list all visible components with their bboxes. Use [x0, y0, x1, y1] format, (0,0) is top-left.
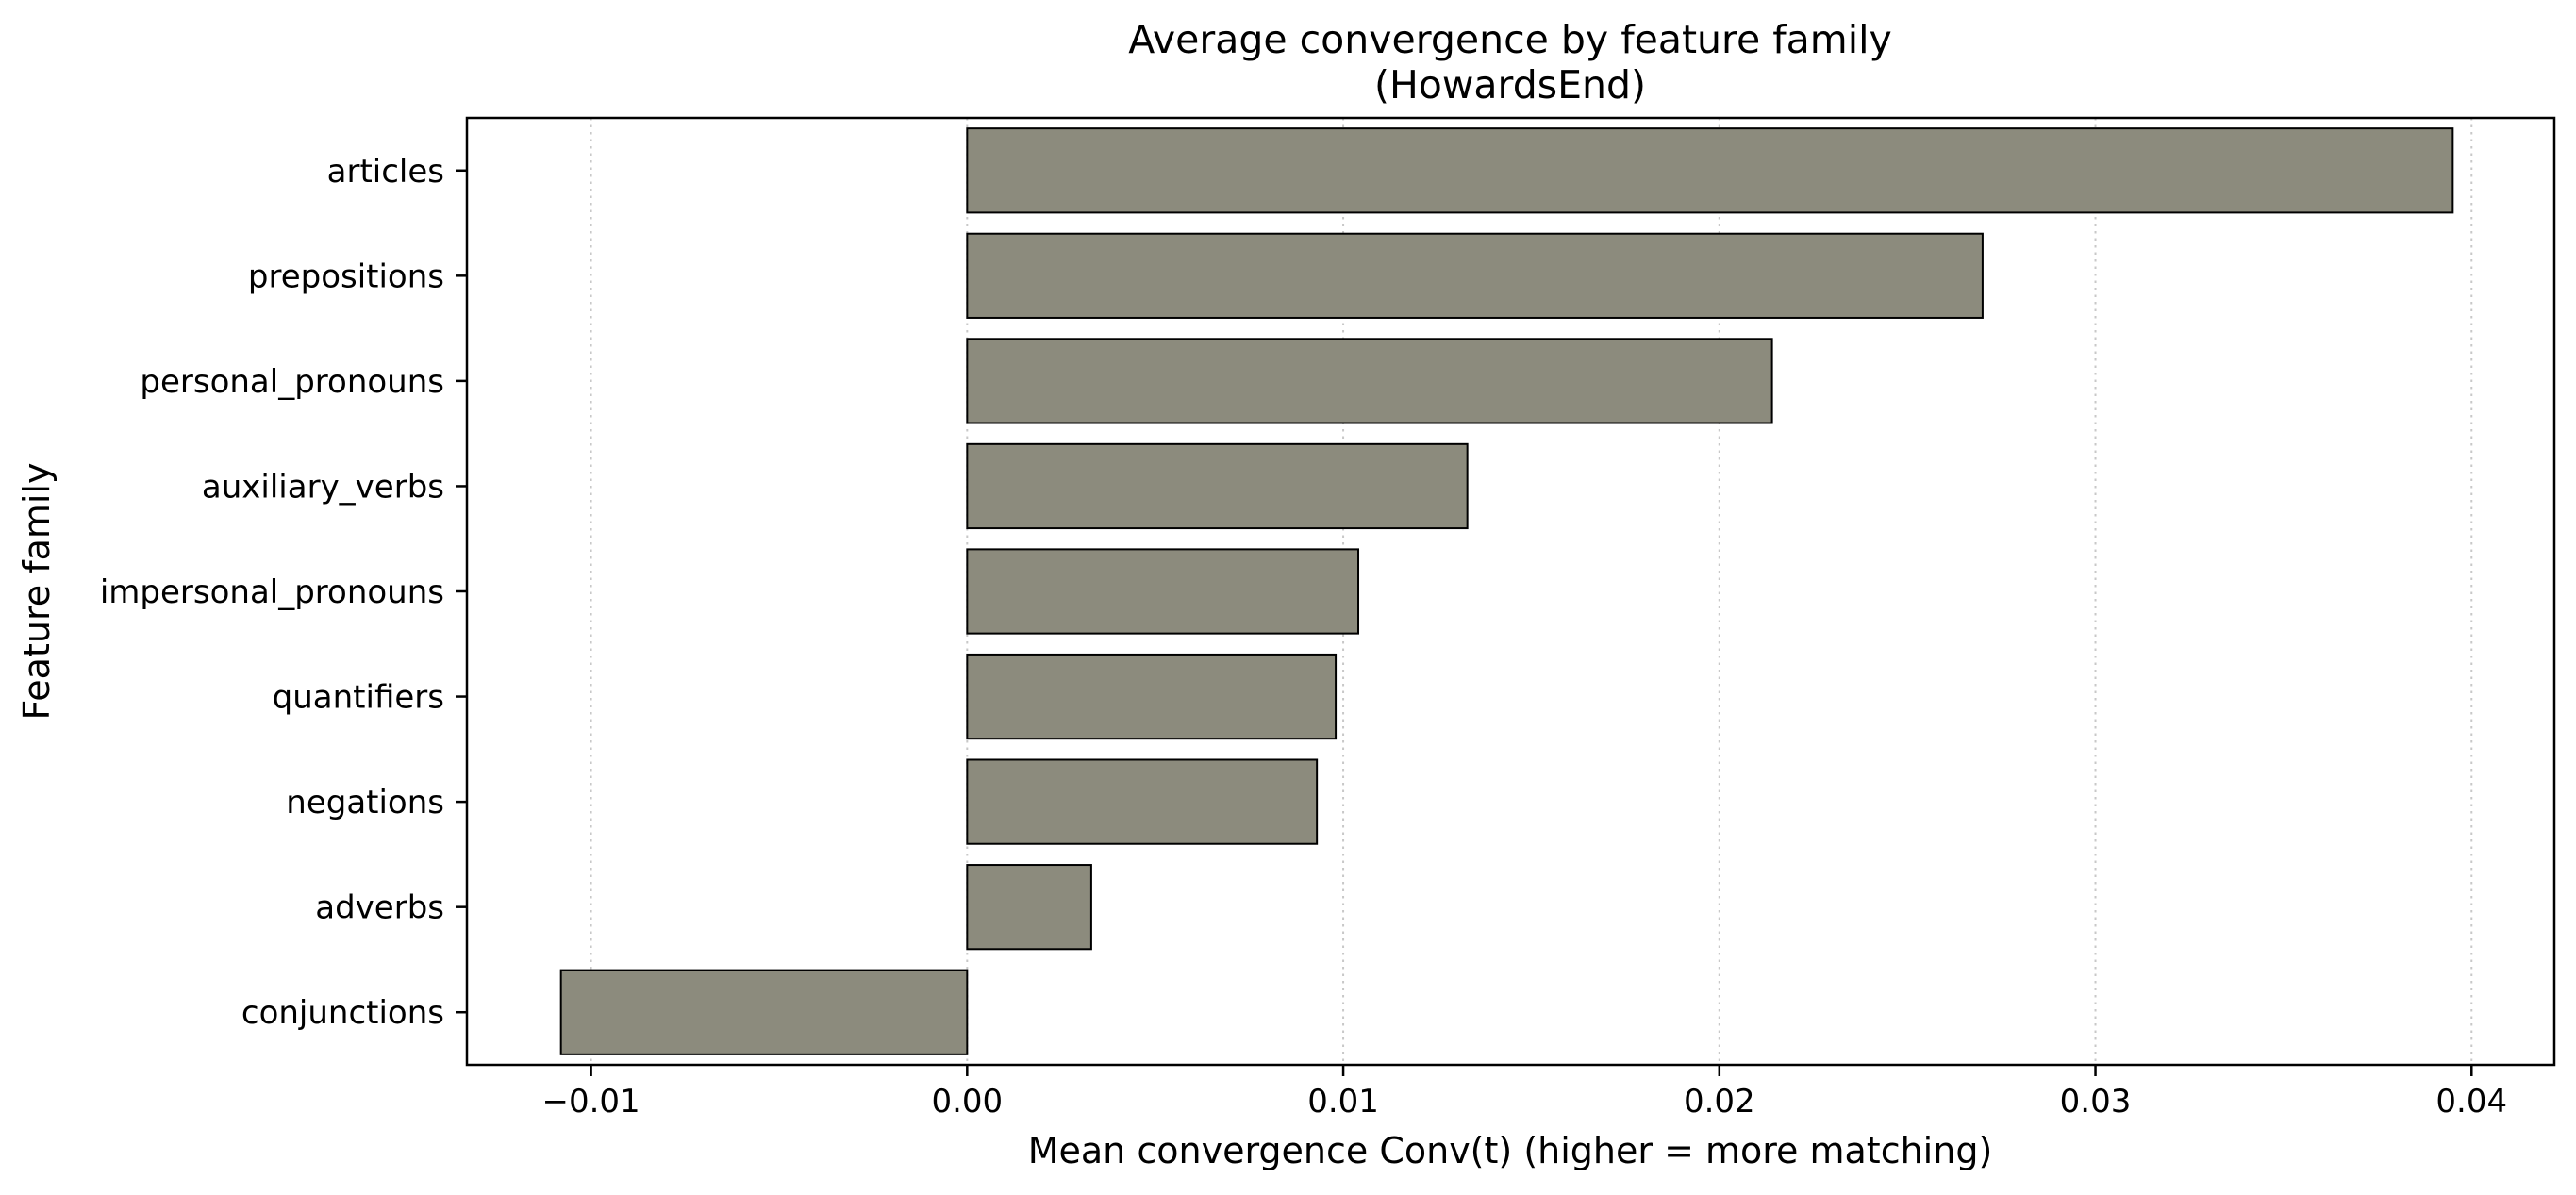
x-tick-label: 0.02 — [1684, 1083, 1755, 1120]
chart-title: Average convergence by feature family — [1128, 17, 1892, 62]
bar-auxiliary_verbs — [966, 442, 1469, 530]
x-tick-label: 0.04 — [2435, 1083, 2507, 1120]
x-tick-label: 0.01 — [1307, 1083, 1379, 1120]
bar-conjunctions — [559, 969, 969, 1055]
bar-negations — [966, 758, 1319, 845]
y-tick-label: negations — [286, 784, 444, 822]
bar-adverbs — [966, 864, 1092, 951]
y-tick-label: articles — [327, 153, 444, 191]
y-tick-label: personal_pronouns — [140, 363, 444, 401]
bar-impersonal_pronouns — [966, 548, 1360, 635]
y-tick-label: quantifiers — [273, 679, 444, 717]
x-tick-label: −0.01 — [541, 1083, 640, 1120]
y-axis-label: Feature family — [16, 463, 58, 721]
y-tick-label: impersonal_pronouns — [100, 573, 444, 611]
bar-quantifiers — [966, 653, 1338, 740]
x-axis-ticks: −0.01 0.00 0.01 0.02 0.03 0.04 — [541, 1065, 2507, 1120]
y-tick-label: adverbs — [315, 889, 444, 927]
y-tick-label: prepositions — [248, 257, 444, 295]
y-tick-label: conjunctions — [241, 994, 444, 1032]
y-tick-label: auxiliary_verbs — [202, 468, 444, 506]
x-tick-label: 0.00 — [931, 1083, 1003, 1120]
bar-personal_pronouns — [966, 338, 1773, 424]
bars — [559, 127, 2454, 1055]
x-tick-label: 0.03 — [2060, 1083, 2132, 1120]
x-axis-label: Mean convergence Conv(t) (higher = more … — [1028, 1130, 1993, 1171]
y-axis-ticks: articles prepositions personal_pronounsaux… — [100, 153, 467, 1032]
chart-subtitle: (HowardsEnd) — [1374, 62, 1646, 108]
bar-prepositions — [966, 232, 1984, 319]
bar-articles — [966, 127, 2454, 214]
